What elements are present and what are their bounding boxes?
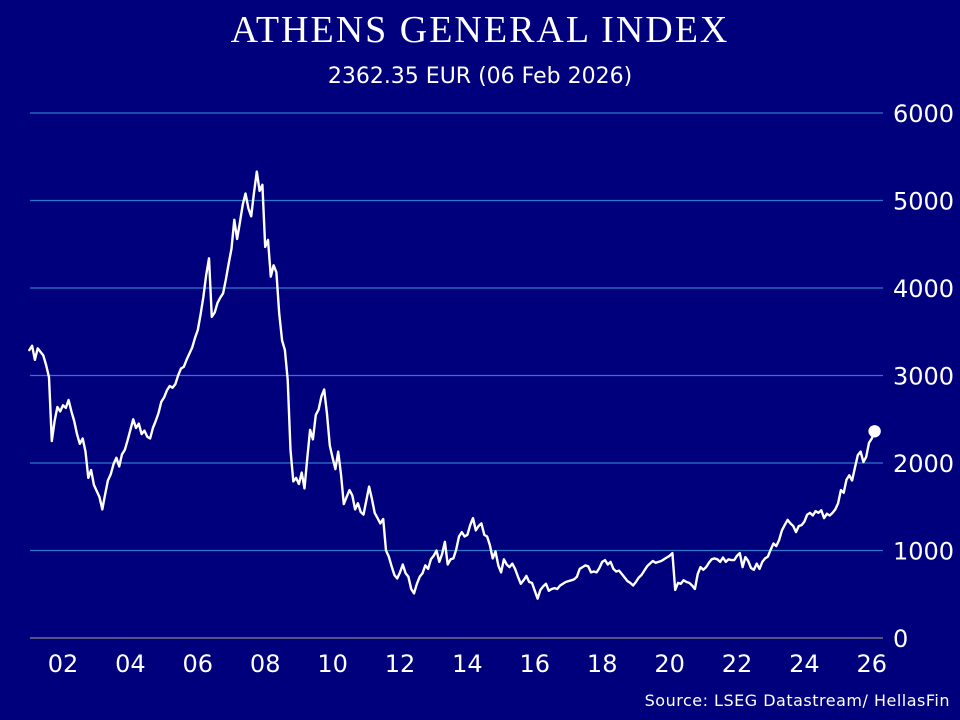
x-tick-label-04: 04 <box>115 650 146 678</box>
y-tick-label-3000: 3000 <box>893 363 954 391</box>
x-tick-label-26: 26 <box>857 650 888 678</box>
y-tick-label-4000: 4000 <box>893 275 954 303</box>
x-tick-label-24: 24 <box>789 650 820 678</box>
x-tick-label-06: 06 <box>183 650 214 678</box>
x-tick-label-12: 12 <box>385 650 416 678</box>
x-tick-label-10: 10 <box>317 650 348 678</box>
page-subtitle: 2362.35 EUR (06 Feb 2026) <box>327 64 633 89</box>
x-tick-label-08: 08 <box>250 650 281 678</box>
x-tick-label-18: 18 <box>587 650 618 678</box>
x-tick-label-22: 22 <box>722 650 753 678</box>
y-tick-label-1000: 1000 <box>893 538 954 566</box>
x-tick-label-16: 16 <box>520 650 551 678</box>
y-tick-label-0: 0 <box>893 625 908 653</box>
page-title: ATHENS GENERAL INDEX <box>230 9 730 51</box>
x-tick-label-14: 14 <box>452 650 483 678</box>
price-line <box>28 170 876 600</box>
x-tick-label-02: 02 <box>48 650 79 678</box>
x-tick-label-20: 20 <box>654 650 685 678</box>
y-tick-label-5000: 5000 <box>893 188 954 216</box>
y-tick-label-2000: 2000 <box>893 450 954 478</box>
y-tick-label-6000: 6000 <box>893 100 954 128</box>
last-price-marker <box>868 425 881 438</box>
source-note: Source: LSEG Datastream/ HellasFin <box>644 691 950 710</box>
